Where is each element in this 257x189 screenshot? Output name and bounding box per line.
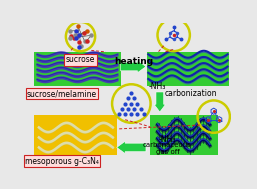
Text: heating: heating: [114, 57, 153, 67]
Text: -NH₃: -NH₃: [149, 82, 166, 91]
Text: carbonization: carbonization: [164, 89, 217, 98]
Text: sucrose/melamine: sucrose/melamine: [27, 89, 97, 98]
Bar: [34, 52, 121, 86]
Bar: [34, 115, 117, 155]
Text: -NH₃: -NH₃: [159, 135, 176, 144]
Text: mesoporous g-C₃N₄: mesoporous g-C₃N₄: [25, 157, 99, 166]
FancyArrow shape: [154, 92, 166, 112]
FancyArrow shape: [121, 60, 146, 73]
Text: carbonaceous
gas off: carbonaceous gas off: [143, 142, 192, 155]
Text: sucrose: sucrose: [66, 55, 95, 64]
Bar: [150, 115, 218, 155]
Bar: [147, 52, 229, 86]
FancyArrow shape: [117, 141, 146, 154]
